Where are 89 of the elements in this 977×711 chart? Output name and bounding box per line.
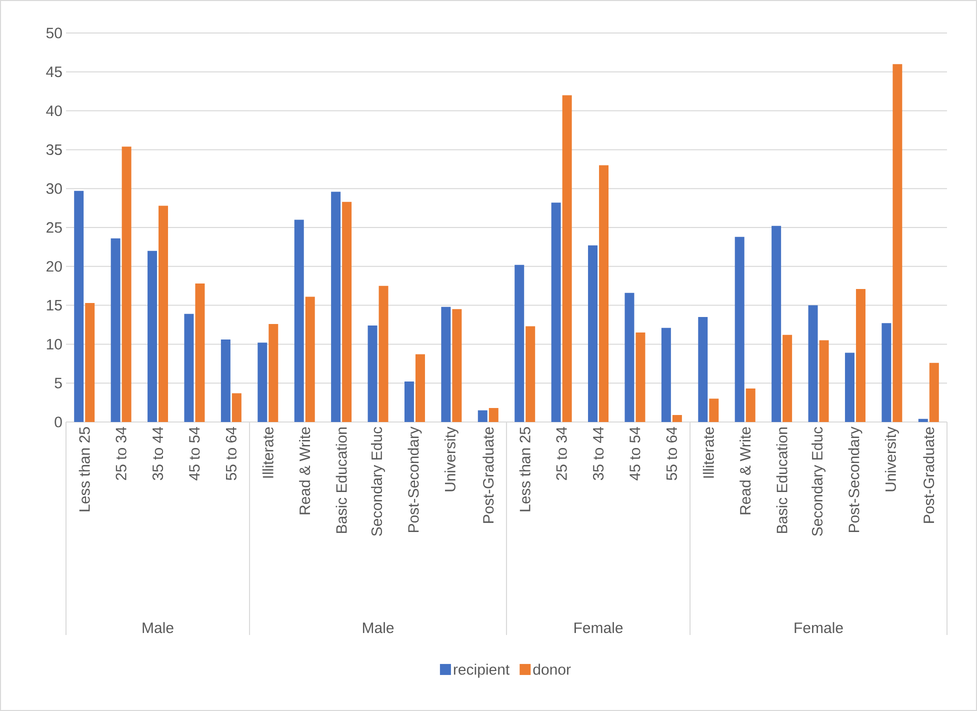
bar <box>85 302 95 422</box>
x-axis-title: Male <box>362 622 394 634</box>
bar <box>551 202 561 422</box>
bar <box>158 206 168 422</box>
x-tick-label: Basic Education <box>336 428 347 533</box>
x-tick-label: 35 to 44 <box>592 426 604 480</box>
bar <box>331 192 341 422</box>
x-tick-label: Illiterate <box>262 427 274 478</box>
bar <box>624 292 634 422</box>
x-tick-label: 45 to 54 <box>630 426 640 480</box>
bar <box>378 286 388 422</box>
x-tick-label: Secondary Educ <box>371 426 386 536</box>
x-tick-label: Less than 25 <box>519 427 530 512</box>
y-tick-label: 5 <box>54 378 62 388</box>
bar <box>929 362 939 422</box>
bar <box>232 393 242 422</box>
bar <box>342 202 352 422</box>
x-tick-label: University <box>884 426 899 492</box>
bar <box>844 352 854 422</box>
bar <box>599 165 609 422</box>
bar <box>856 288 866 422</box>
bar <box>294 220 304 422</box>
bar <box>882 323 892 422</box>
y-tick-label: 10 <box>46 338 62 350</box>
x-tick-label: 35 to 44 <box>152 426 164 480</box>
bar <box>148 250 158 422</box>
bar <box>709 398 719 422</box>
y-tick-label: 50 <box>46 28 62 38</box>
bar <box>772 226 782 422</box>
y-tick-label: 0 <box>54 416 62 428</box>
y-tick-label: 20 <box>46 261 62 272</box>
bar <box>110 238 120 422</box>
bar <box>819 340 829 422</box>
bar <box>404 382 414 422</box>
bar <box>808 305 818 422</box>
y-tick-label: 15 <box>46 300 62 311</box>
bar <box>122 146 132 422</box>
bar <box>782 334 792 422</box>
bar <box>636 332 646 422</box>
bar <box>892 64 902 422</box>
bar <box>195 284 205 422</box>
x-tick-label: Post-Secondary <box>408 426 422 532</box>
x-tick-label: Basic Education <box>776 428 788 533</box>
y-tick-label: 40 <box>46 105 62 116</box>
x-axis-title: Male <box>142 622 174 634</box>
x-tick-label: Post-Secondary <box>848 426 862 532</box>
bar <box>746 388 756 422</box>
bar <box>488 408 498 422</box>
x-tick-label: Post-Graduate <box>923 427 934 523</box>
bar <box>441 306 451 422</box>
bar <box>672 414 682 422</box>
legend-label: donor <box>533 664 571 675</box>
y-tick-label: 45 <box>46 66 62 78</box>
y-tick-label: 30 <box>46 183 62 194</box>
bar <box>514 264 524 422</box>
bar <box>184 314 194 422</box>
bar <box>74 190 84 422</box>
x-tick-label: Secondary Educ <box>812 426 826 536</box>
bar <box>562 95 572 422</box>
x-tick-label: 55 to 64 <box>226 426 236 480</box>
x-tick-label: 25 to 34 <box>556 426 567 480</box>
bar <box>220 340 230 422</box>
bar <box>734 236 744 422</box>
bar <box>452 309 462 422</box>
bar <box>258 342 268 422</box>
x-axis-title: Female <box>794 622 843 634</box>
x-tick-label: Read & Write <box>299 427 310 514</box>
bar <box>661 328 671 422</box>
bar <box>368 326 378 422</box>
x-tick-label: 45 to 54 <box>189 426 200 480</box>
bar <box>415 354 425 422</box>
x-tick-label: Read & Write <box>740 427 751 514</box>
y-tick-label: 35 <box>46 144 62 155</box>
legend-label: recipient <box>454 664 510 678</box>
bar <box>526 326 536 422</box>
x-tick-label: Post-Graduate <box>482 427 494 523</box>
x-tick-label: 55 to 64 <box>666 426 677 480</box>
x-tick-label: Less than 25 <box>78 427 90 512</box>
bar <box>588 245 598 422</box>
bar <box>698 316 708 422</box>
bar <box>478 410 488 422</box>
bar <box>918 418 928 422</box>
x-tick-label: Illiterate <box>702 427 714 478</box>
bar <box>305 296 315 422</box>
x-axis-title: Female <box>574 622 623 634</box>
x-tick-label: University <box>444 426 458 492</box>
bar <box>268 324 278 422</box>
x-tick-label: 25 to 34 <box>116 426 126 480</box>
y-tick-label: 25 <box>46 222 62 233</box>
